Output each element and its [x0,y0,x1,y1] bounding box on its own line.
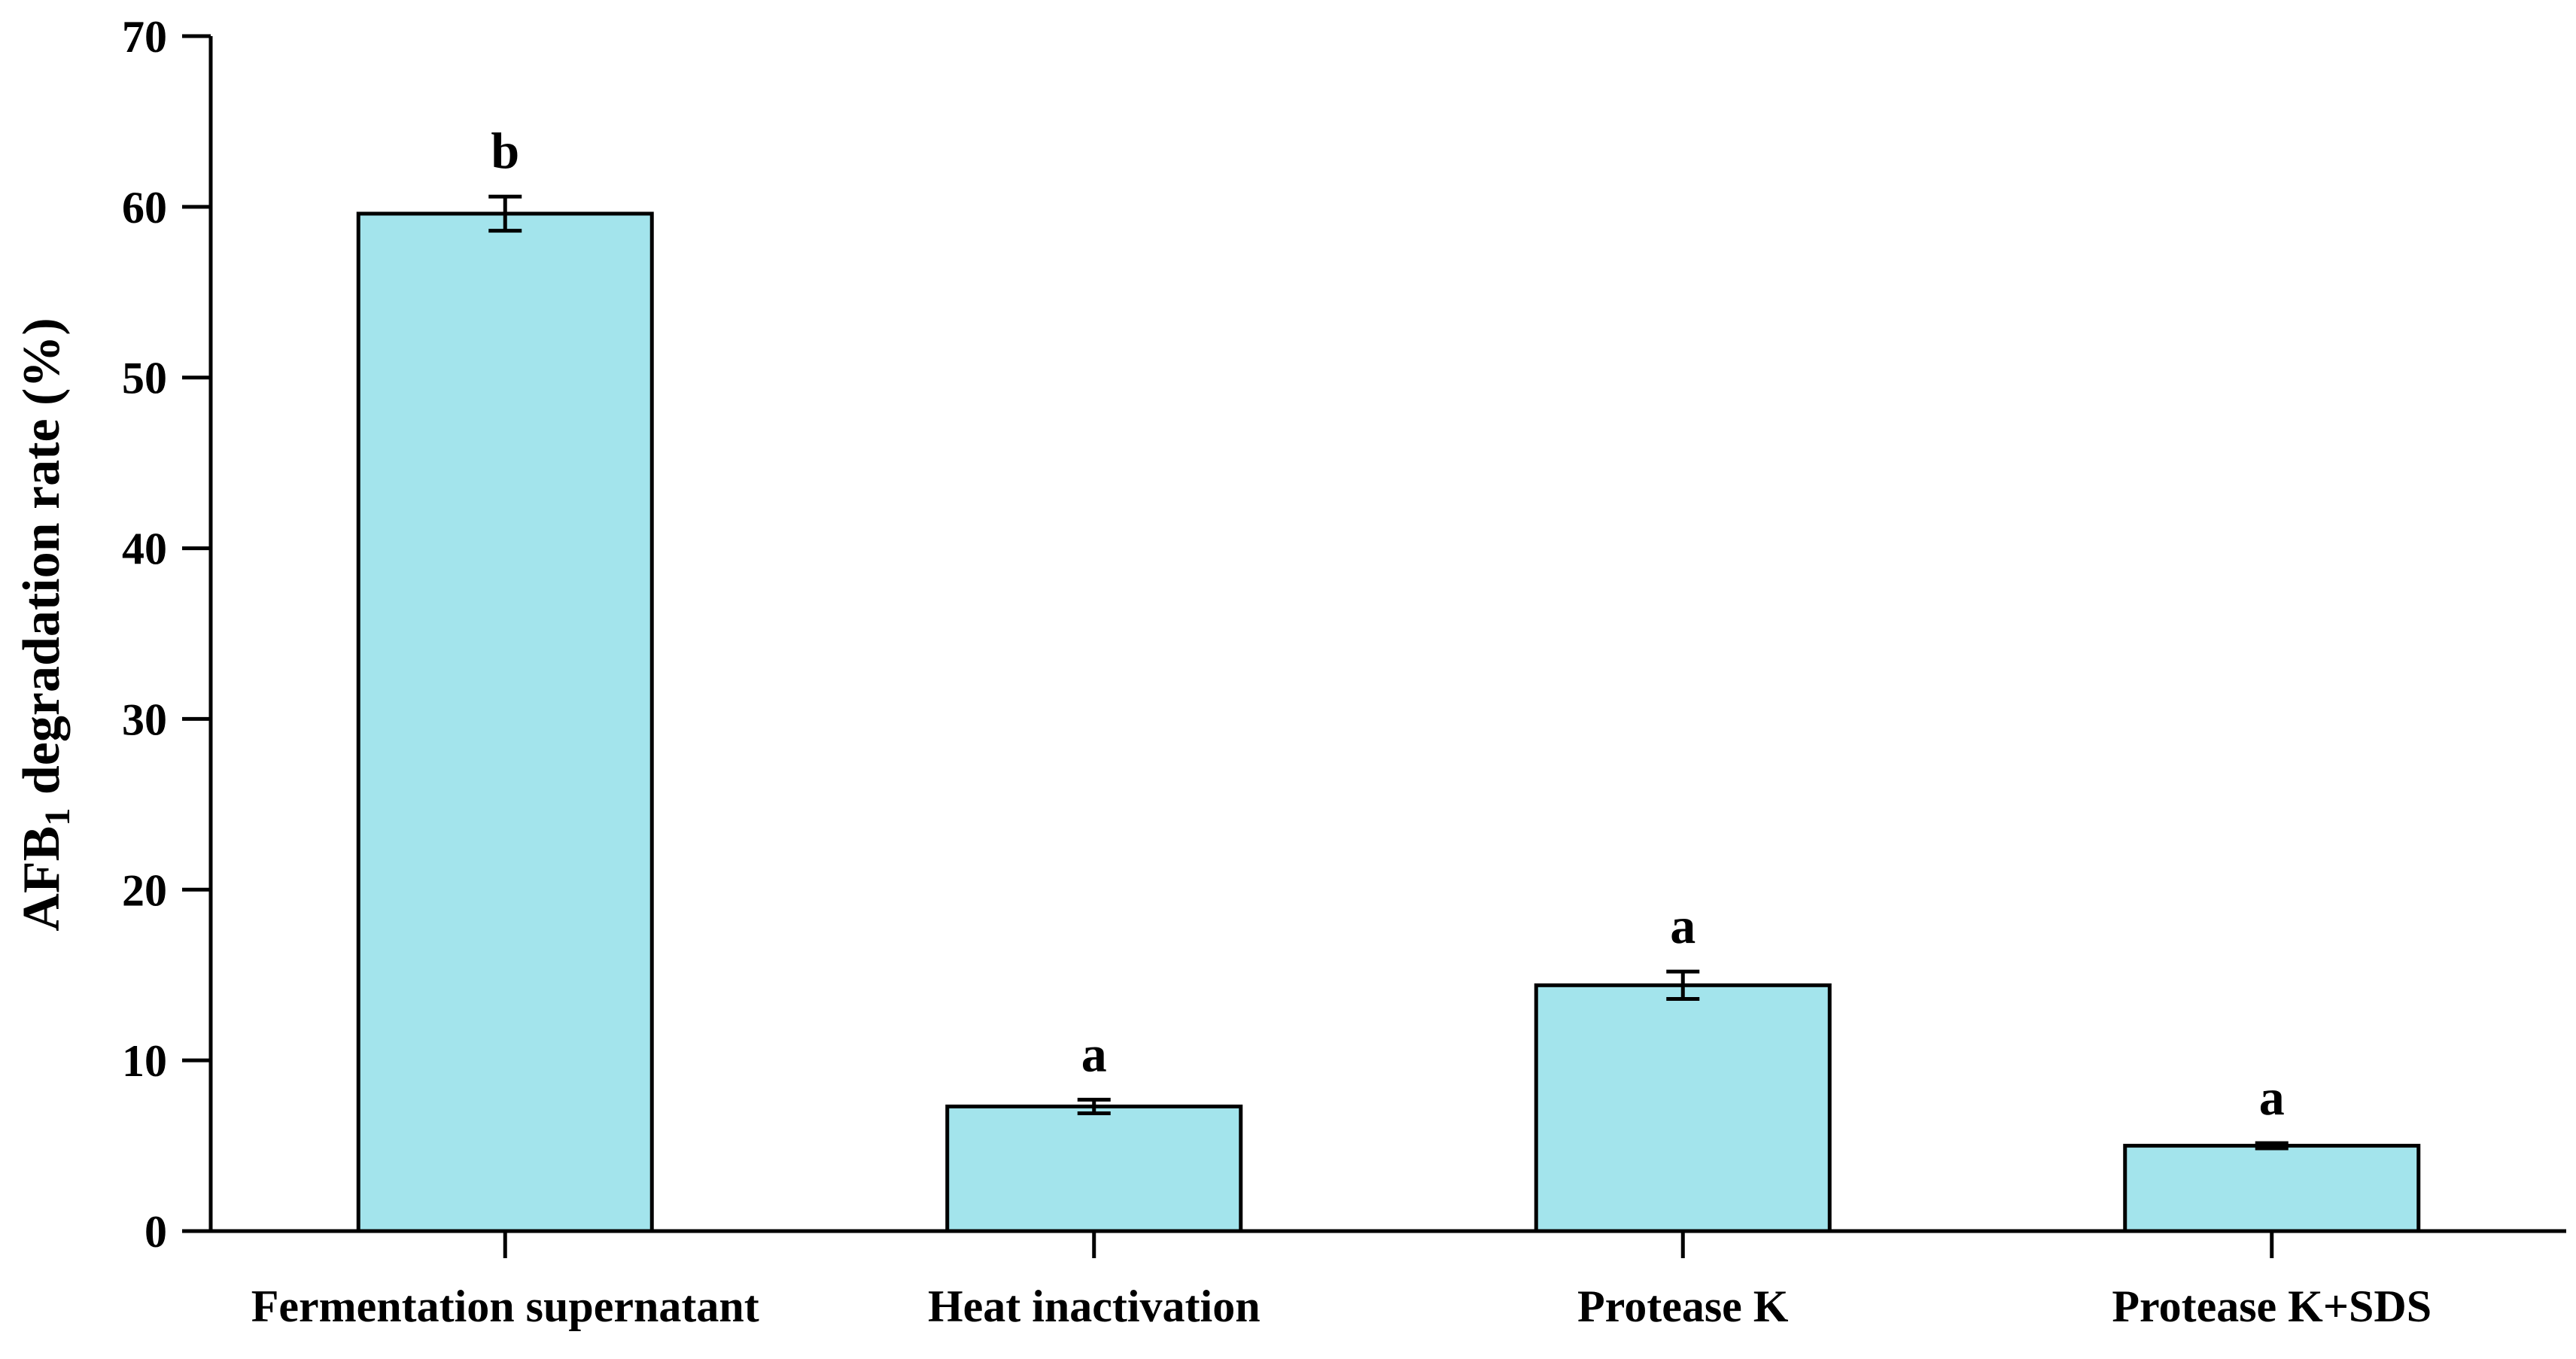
y-axis-title-suffix: degradation rate (%) [13,318,71,807]
y-tick-label: 60 [122,183,167,233]
x-axis-ticks: Fermentation supernatant Heat inactivatio… [251,1231,2432,1331]
y-tick-label: 20 [122,865,167,915]
y-axis-title-prefix: AFB [13,826,71,932]
y-tick-label: 50 [122,354,167,403]
y-tick-label: 0 [144,1207,167,1257]
y-tick-label: 40 [122,524,167,574]
significance-label: a [1081,1025,1107,1082]
significance-labels-layer: b a a a [491,122,2284,1126]
significance-label: a [2259,1069,2285,1126]
x-tick-label: Protease K+SDS [2112,1281,2432,1331]
significance-label: b [491,122,519,179]
bar [1534,983,1832,1233]
x-tick-label: Protease K [1577,1281,1789,1331]
x-tick-label: Fermentation supernatant [251,1281,759,1331]
significance-label: a [1670,897,1696,954]
bar [945,1104,1243,1233]
y-tick-label: 30 [122,695,167,744]
bar [2123,1144,2421,1233]
bars-layer [356,211,2421,1233]
x-tick-label: Heat inactivation [928,1281,1261,1331]
y-axis-title: AFB1 degradation rate (%) [13,318,78,931]
bar [356,211,654,1233]
y-axis-ticks: 0 10 20 30 40 50 60 70 [122,12,211,1257]
y-tick-label: 10 [122,1036,167,1086]
y-tick-label: 70 [122,12,167,62]
error-bars-layer [488,194,2289,1151]
y-axis-title-subscript: 1 [38,808,78,826]
